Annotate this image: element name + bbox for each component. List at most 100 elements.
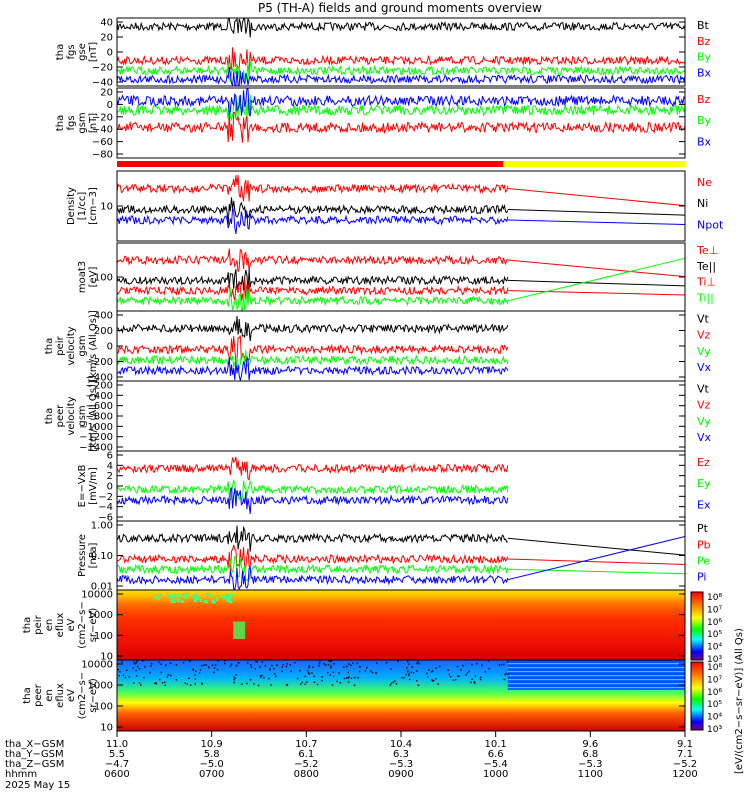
y-tick-label: −4 [98,502,113,513]
heatmap-noise [504,673,506,676]
panel-frame [116,380,686,452]
heatmap-noise [194,678,197,680]
heatmap-noise [238,662,240,664]
y-axis-label: [nPa] [88,542,99,568]
heatmap-noise [471,678,473,680]
y-tick-label: 10 [100,723,113,734]
x-tick-y-gsm: 5.8 [204,749,220,760]
x-tick-z-gsm: −5.0 [200,759,224,770]
legend-vx: Vx [697,361,712,374]
y-axis-label: [mV/m] [88,467,99,505]
y-axis-label: peer [33,683,44,707]
x-axis-row-label: hhmm [5,769,37,780]
heatmap-noise [285,684,288,686]
heatmap-noise [316,683,319,686]
heatmap-noise [435,667,437,670]
y-tick-label: −40 [92,125,113,136]
heatmap-noise [237,661,239,664]
y-tick-label: 10000 [81,590,113,601]
heatmap-noise [390,668,392,670]
x-tick-x-gsm: 9.6 [582,739,598,750]
x-tick-z-gsm: −5.3 [578,759,602,770]
y-axis-label: tha [55,44,66,60]
y-tick-label: 1000 [88,681,113,692]
heatmap-noise [343,677,346,680]
legend-ex: Ex [697,498,711,511]
y-axis-label: tha [44,338,55,354]
y-tick-label: 100 [94,702,113,713]
heatmap-noise [323,663,325,665]
heatmap-noise [408,663,410,665]
x-tick-y-gsm: 5.5 [109,749,125,760]
y-axis-label: fgs [66,44,77,59]
heatmap-noise [470,681,472,684]
heatmap-noise [200,682,203,684]
y-axis-label: [km/s (All Qs)] [88,310,99,382]
heatmap-noise [460,669,462,671]
x-tick-x-gsm: 10.4 [390,739,412,750]
heatmap-noise [498,664,501,666]
heatmap-noise [406,671,409,673]
heatmap-patch [180,599,184,603]
y-tick-label: 20 [100,33,113,44]
heatmap-noise [350,664,352,667]
panel-frame [116,170,686,242]
y-axis-label: peer [55,404,66,428]
heatmap-noise [256,661,258,663]
heatmap-noise [271,664,273,667]
panel-9: 10000 1000 100 10 tha peir en eflux eV (cm2−s− sr−… [22,589,686,663]
heatmap-noise [149,671,151,674]
y-axis-label: fgs [66,115,77,130]
heatmap-noise [276,664,278,666]
heatmap-noise [458,675,460,678]
x-tick-z-gsm: −5.4 [484,759,508,770]
heatmap-noise [484,670,487,673]
panel-frame [116,520,686,591]
heatmap-noise [359,666,361,668]
heatmap-noise [250,663,252,666]
heatmap-noise [318,664,320,667]
heatmap-noise [338,672,340,674]
heatmap-patch [212,600,216,604]
heatmap-noise [253,683,255,685]
heatmap-noise [426,672,428,675]
heatmap-noise [330,667,332,669]
y-tick-label: 400 [94,311,113,322]
heatmap-noise [213,671,215,674]
heatmap-noise [318,661,321,663]
series-ey-line [116,478,509,502]
heatmap-patch [209,594,213,598]
heatmap-noise [345,677,348,679]
heatmap-noise [462,664,464,667]
legend-vz: Vz [697,399,711,412]
heatmap-noise [281,670,283,673]
heatmap-noise [356,662,359,664]
heatmap-noise [389,684,392,686]
heatmap-patch [176,594,180,598]
y-tick-label: −800 [86,412,113,423]
heatmap-noise [394,680,396,682]
series-extrapolation-line [507,568,686,575]
heatmap-noise [250,666,253,668]
series-bt-line [116,17,686,38]
heatmap-noise [346,665,348,668]
heatmap-noise [269,668,271,670]
colorbar-tick-label: 10³ [707,655,722,665]
heatmap-noise [431,670,434,672]
heatmap-patch [176,599,180,603]
heatmap-patch [176,596,180,600]
heatmap-noise [327,663,330,666]
heatmap-noise [133,661,135,663]
heatmap-noise [182,662,185,664]
series-extrapolation-line [507,259,686,278]
legend-npot: Npot [697,218,724,231]
heatmap-patch [181,593,185,597]
colorbar-tick-label: 10⁸ [707,593,722,603]
heatmap-noise [188,677,190,680]
y-tick-label: 0.01 [91,582,113,593]
heatmap-noise [224,660,226,662]
heatmap-patch [215,597,219,601]
heatmap-noise [308,665,310,667]
